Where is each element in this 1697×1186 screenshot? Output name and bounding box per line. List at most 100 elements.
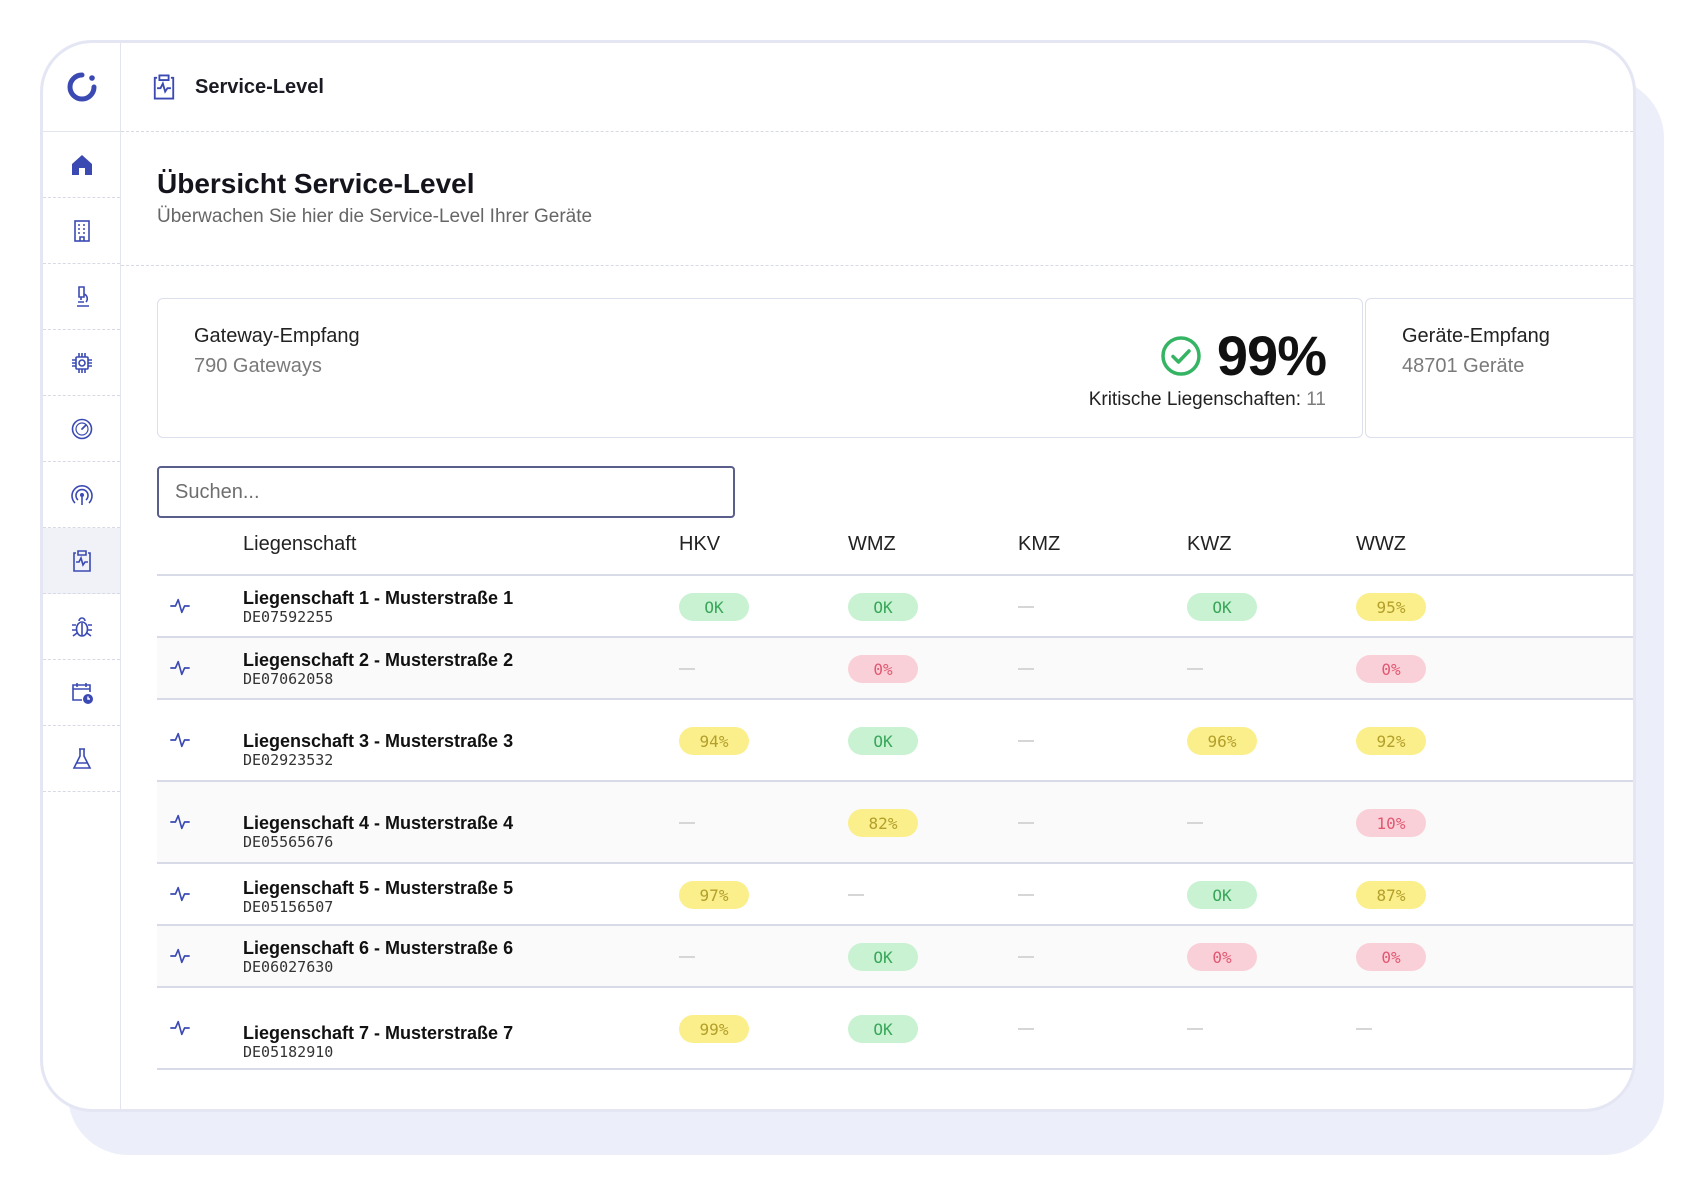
service-level-icon	[153, 74, 175, 100]
table-row[interactable]: Liegenschaft 6 - Musterstraße 6 DE0602763…	[157, 926, 1633, 988]
gateway-stat-card[interactable]: Gateway-Empfang 790 Gateways 99% Kritisc…	[157, 298, 1363, 438]
no-data-dash	[848, 894, 864, 896]
status-badge: 0%	[1356, 655, 1426, 683]
calendar-clock-icon	[71, 682, 93, 704]
table-row[interactable]: Liegenschaft 5 - Musterstraße 5 DE0515650…	[157, 864, 1633, 926]
sidebar-item-errors[interactable]	[43, 594, 120, 660]
status-badge: OK	[848, 1015, 918, 1043]
pulse-icon[interactable]	[169, 596, 191, 616]
column-header-wwz[interactable]: WWZ	[1356, 533, 1406, 555]
column-header-property[interactable]: Liegenschaft	[243, 533, 357, 555]
chip-icon	[71, 352, 92, 373]
status-cell-hkv: 99%	[679, 1015, 749, 1043]
table-row[interactable]: Liegenschaft 2 - Musterstraße 2 DE0706205…	[157, 638, 1633, 700]
column-header-kwz[interactable]: KWZ	[1187, 533, 1232, 555]
sidebar-item-analysis[interactable]	[43, 264, 120, 330]
status-cell-wmz	[848, 881, 918, 909]
search-input[interactable]	[157, 466, 735, 518]
status-badge: OK	[1187, 593, 1257, 621]
property-name[interactable]: Liegenschaft 1 - Musterstraße 1	[243, 588, 514, 608]
sidebar-item-service-level[interactable]	[43, 528, 120, 594]
column-header-wmz[interactable]: WMZ	[848, 533, 896, 555]
pulse-icon[interactable]	[169, 1018, 191, 1038]
pulse-icon[interactable]	[169, 658, 191, 678]
pulse-icon[interactable]	[169, 946, 191, 966]
no-data-dash	[1187, 1028, 1203, 1030]
status-badge: OK	[848, 943, 918, 971]
property-name[interactable]: Liegenschaft 6 - Musterstraße 6	[243, 938, 514, 958]
no-data-dash	[1018, 606, 1034, 608]
status-cell-kwz: 96%	[1187, 727, 1257, 755]
no-data-dash	[1018, 668, 1034, 670]
status-badge: 97%	[679, 881, 749, 909]
status-cell-kmz	[1018, 809, 1088, 837]
device-stat-card[interactable]: Geräte-Empfang 48701 Geräte	[1365, 298, 1633, 438]
column-header-hkv[interactable]: HKV	[679, 533, 721, 555]
gateway-stat-percent: 99%	[1216, 324, 1327, 387]
sidebar-item-lab[interactable]	[43, 726, 120, 792]
sidebar-item-devices[interactable]	[43, 330, 120, 396]
status-badge: 0%	[1187, 943, 1257, 971]
microscope-icon	[76, 285, 89, 307]
column-header-kmz[interactable]: KMZ	[1018, 533, 1061, 555]
page-header: Übersicht Service-Level Überwachen Sie h…	[121, 132, 1633, 266]
topbar-title: Service-Level	[195, 75, 324, 98]
status-cell-wmz: OK	[848, 727, 918, 755]
pulse-icon[interactable]	[169, 884, 191, 904]
service-level-icon	[72, 549, 91, 572]
status-cell-kwz	[1187, 1015, 1257, 1043]
table-row[interactable]: Liegenschaft 1 - Musterstraße 1 DE0759225…	[157, 576, 1633, 638]
sidebar-item-buildings[interactable]	[43, 198, 120, 264]
sidebar-item-home[interactable]	[43, 132, 120, 198]
status-cell-kwz	[1187, 809, 1257, 837]
status-badge: 94%	[679, 727, 749, 755]
sidebar-item-metering[interactable]	[43, 396, 120, 462]
table-header: Liegenschaft HKV WMZ KMZ KWZ WWZ	[157, 519, 1633, 576]
status-badge: OK	[848, 727, 918, 755]
app-window: Service-Level Übersicht Service-Level Üb…	[40, 40, 1636, 1112]
status-cell-wwz	[1356, 1015, 1426, 1043]
table-row[interactable]: Liegenschaft 4 - Musterstraße 4 DE0556567…	[157, 782, 1633, 864]
status-cell-kmz	[1018, 593, 1088, 621]
no-data-dash	[1187, 822, 1203, 824]
gauge-icon	[71, 418, 92, 439]
status-cell-hkv	[679, 655, 749, 683]
logo[interactable]	[43, 43, 120, 132]
bug-icon	[71, 616, 92, 637]
home-icon	[71, 154, 92, 175]
status-cell-wwz: 95%	[1356, 593, 1426, 621]
property-name[interactable]: Liegenschaft 5 - Musterstraße 5	[243, 878, 514, 898]
status-cell-wwz: 0%	[1356, 943, 1426, 971]
gateway-stat-label: Gateway-Empfang	[194, 325, 360, 347]
property-name[interactable]: Liegenschaft 7 - Musterstraße 7	[243, 1023, 514, 1043]
status-cell-kmz	[1018, 727, 1088, 755]
status-cell-wmz: 82%	[848, 809, 918, 837]
sidebar	[43, 43, 121, 1109]
no-data-dash	[1018, 740, 1034, 742]
logo-icon	[67, 72, 96, 102]
property-name[interactable]: Liegenschaft 3 - Musterstraße 3	[243, 731, 514, 751]
status-badge: 95%	[1356, 593, 1426, 621]
property-name[interactable]: Liegenschaft 2 - Musterstraße 2	[243, 650, 514, 670]
flask-icon	[72, 747, 91, 769]
sidebar-item-reception[interactable]	[43, 462, 120, 528]
status-cell-wwz: 87%	[1356, 881, 1426, 909]
status-cell-hkv: 97%	[679, 881, 749, 909]
property-id: DE05156507	[243, 898, 334, 916]
status-badge: 82%	[848, 809, 918, 837]
signal-icon	[70, 484, 93, 505]
pulse-icon[interactable]	[169, 812, 191, 832]
sidebar-item-schedule[interactable]	[43, 660, 120, 726]
service-level-table: Liegenschaft HKV WMZ KMZ KWZ WWZ Liegens…	[157, 519, 1633, 1070]
table-row[interactable]: Liegenschaft 7 - Musterstraße 7 DE0518291…	[157, 988, 1633, 1070]
table-row[interactable]: Liegenschaft 3 - Musterstraße 3 DE0292353…	[157, 700, 1633, 782]
property-name[interactable]: Liegenschaft 4 - Musterstraße 4	[243, 813, 514, 833]
critical-properties: Kritische Liegenschaften: 11	[1089, 389, 1326, 411]
status-cell-wwz: 92%	[1356, 727, 1426, 755]
no-data-dash	[1018, 822, 1034, 824]
pulse-icon[interactable]	[169, 730, 191, 750]
status-cell-wmz: 0%	[848, 655, 918, 683]
page-title: Übersicht Service-Level	[157, 168, 475, 199]
status-cell-wmz: OK	[848, 593, 918, 621]
status-cell-hkv	[679, 809, 749, 837]
